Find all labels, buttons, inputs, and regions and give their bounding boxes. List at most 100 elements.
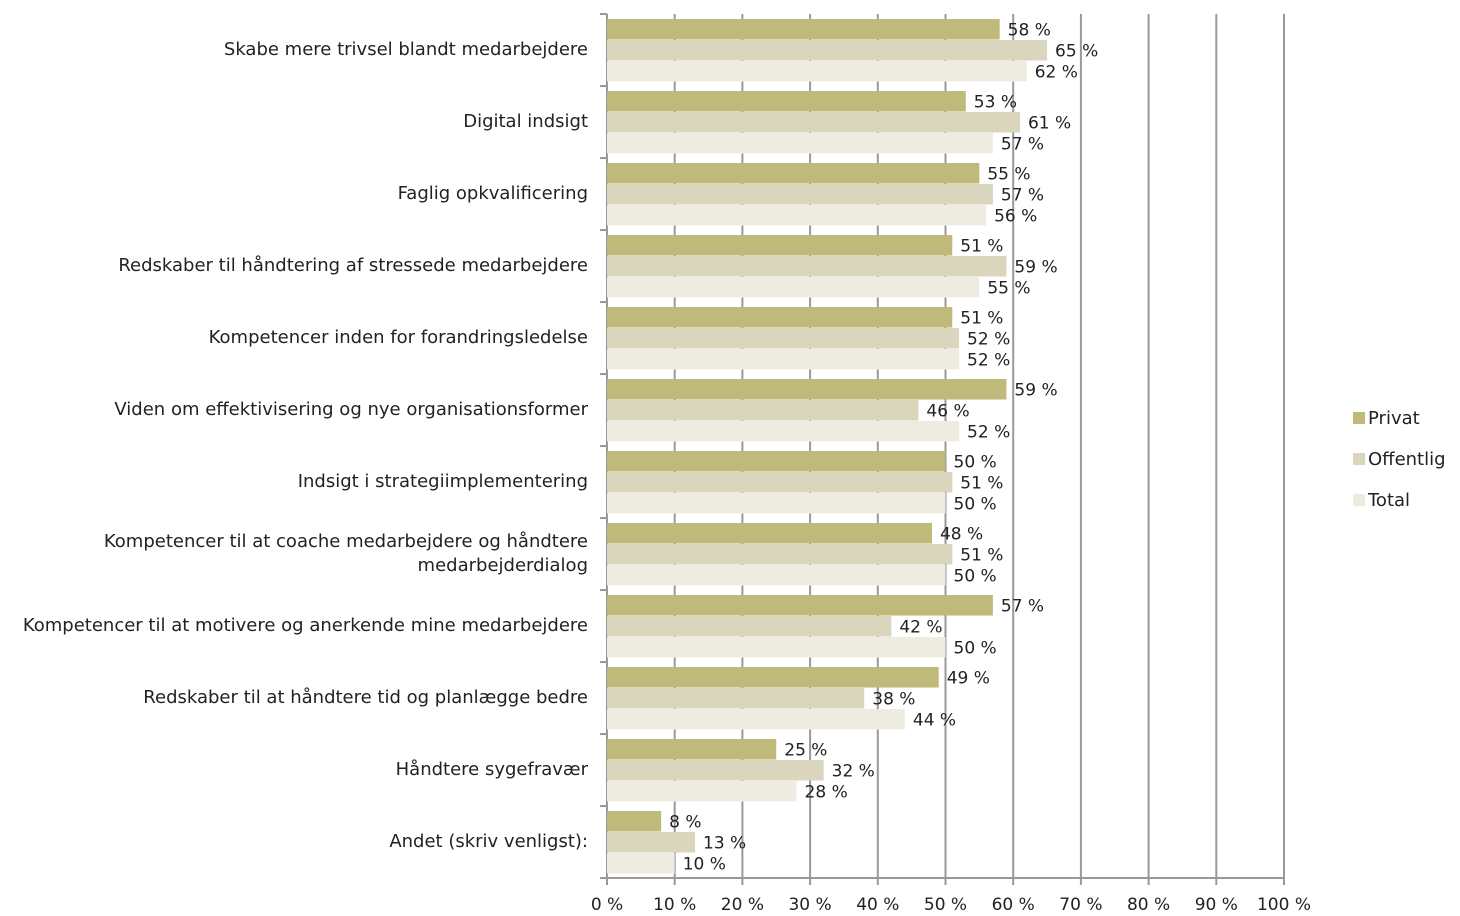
value-label: 50 % — [954, 566, 997, 586]
bar — [607, 853, 675, 874]
value-label: 28 % — [805, 782, 848, 802]
legend-swatch — [1353, 412, 1365, 424]
value-label: 65 % — [1055, 41, 1098, 61]
bar — [607, 637, 946, 658]
category-label: Kompetencer inden for forandringsledelse — [208, 327, 588, 348]
bar — [607, 184, 993, 205]
bar — [607, 235, 953, 256]
value-label: 42 % — [899, 617, 942, 637]
bar — [607, 61, 1027, 82]
value-label: 46 % — [926, 401, 969, 421]
bar — [607, 379, 1007, 400]
x-tick-label: 70 % — [1059, 895, 1102, 915]
bar — [607, 19, 1000, 40]
value-label: 51 % — [960, 236, 1003, 256]
value-label: 62 % — [1035, 62, 1078, 82]
bar — [607, 565, 946, 586]
value-label: 53 % — [974, 92, 1017, 112]
bar — [607, 205, 987, 226]
bar — [607, 472, 953, 493]
bar — [607, 40, 1048, 61]
bar — [607, 595, 993, 616]
bar — [607, 328, 960, 349]
bar — [607, 811, 662, 832]
value-label: 61 % — [1028, 113, 1071, 133]
legend-label: Privat — [1368, 408, 1420, 429]
bar — [607, 91, 966, 112]
category-label: Kompetencer til at motivere og anerkende… — [22, 615, 588, 636]
bar — [607, 688, 865, 709]
value-label: 50 % — [954, 638, 997, 658]
category-label: Viden om effektivisering og nye organisa… — [114, 399, 588, 420]
category-label: Redskaber til håndtering af stressede me… — [118, 255, 588, 276]
category-label: Faglig opkvalificering — [397, 183, 588, 204]
bar — [607, 493, 946, 514]
bar — [607, 544, 953, 565]
value-label: 25 % — [784, 740, 827, 760]
value-label: 55 % — [987, 164, 1030, 184]
bar — [607, 307, 953, 328]
bar — [607, 832, 696, 853]
category-label: Håndtere sygefravær — [395, 759, 588, 780]
value-label: 49 % — [947, 668, 990, 688]
value-label: 57 % — [1001, 596, 1044, 616]
value-label: 10 % — [683, 854, 726, 874]
value-label: 58 % — [1008, 20, 1051, 40]
category-label: Andet (skriv venligst): — [389, 831, 588, 852]
bar — [607, 112, 1020, 133]
value-label: 32 % — [832, 761, 875, 781]
bar — [607, 133, 993, 154]
category-label: Redskaber til at håndtere tid og planlæg… — [143, 687, 588, 708]
x-tick-label: 40 % — [856, 895, 899, 915]
value-label: 44 % — [913, 710, 956, 730]
bar — [607, 421, 960, 442]
x-tick-label: 100 % — [1257, 895, 1311, 915]
bar — [607, 256, 1007, 277]
x-tick-label: 60 % — [992, 895, 1035, 915]
value-label: 38 % — [872, 689, 915, 709]
x-tick-label: 20 % — [721, 895, 764, 915]
value-label: 51 % — [960, 473, 1003, 493]
value-label: 52 % — [967, 350, 1010, 370]
value-label: 51 % — [960, 308, 1003, 328]
bar — [607, 739, 777, 760]
x-tick-label: 10 % — [653, 895, 696, 915]
category-label: Kompetencer til at coache medarbejdere o… — [103, 531, 588, 576]
legend-swatch — [1353, 453, 1365, 465]
value-label: 57 % — [1001, 185, 1044, 205]
bar — [607, 163, 980, 184]
value-label: 56 % — [994, 206, 1037, 226]
bar — [607, 349, 960, 370]
bar — [607, 523, 932, 544]
value-label: 51 % — [960, 545, 1003, 565]
value-label: 52 % — [967, 329, 1010, 349]
category-label: Digital indsigt — [463, 111, 588, 132]
value-label: 48 % — [940, 524, 983, 544]
bar — [607, 277, 980, 298]
bar — [607, 781, 797, 802]
x-tick-label: 0 % — [591, 895, 623, 915]
bar — [607, 451, 946, 472]
bar — [607, 709, 905, 730]
value-label: 50 % — [954, 452, 997, 472]
bar — [607, 616, 892, 637]
category-label: Skabe mere trivsel blandt medarbejdere — [223, 39, 588, 60]
value-label: 59 % — [1014, 257, 1057, 277]
x-tick-label: 80 % — [1127, 895, 1170, 915]
value-label: 57 % — [1001, 134, 1044, 154]
value-label: 55 % — [987, 278, 1030, 298]
value-label: 52 % — [967, 422, 1010, 442]
value-label: 59 % — [1014, 380, 1057, 400]
x-tick-label: 30 % — [788, 895, 831, 915]
legend-label: Total — [1367, 490, 1410, 511]
bar — [607, 760, 824, 781]
value-label: 50 % — [954, 494, 997, 514]
value-label: 13 % — [703, 833, 746, 853]
value-label: 8 % — [669, 812, 701, 832]
bar — [607, 400, 919, 421]
x-tick-label: 50 % — [924, 895, 967, 915]
legend-swatch — [1353, 494, 1365, 506]
x-tick-label: 90 % — [1195, 895, 1238, 915]
